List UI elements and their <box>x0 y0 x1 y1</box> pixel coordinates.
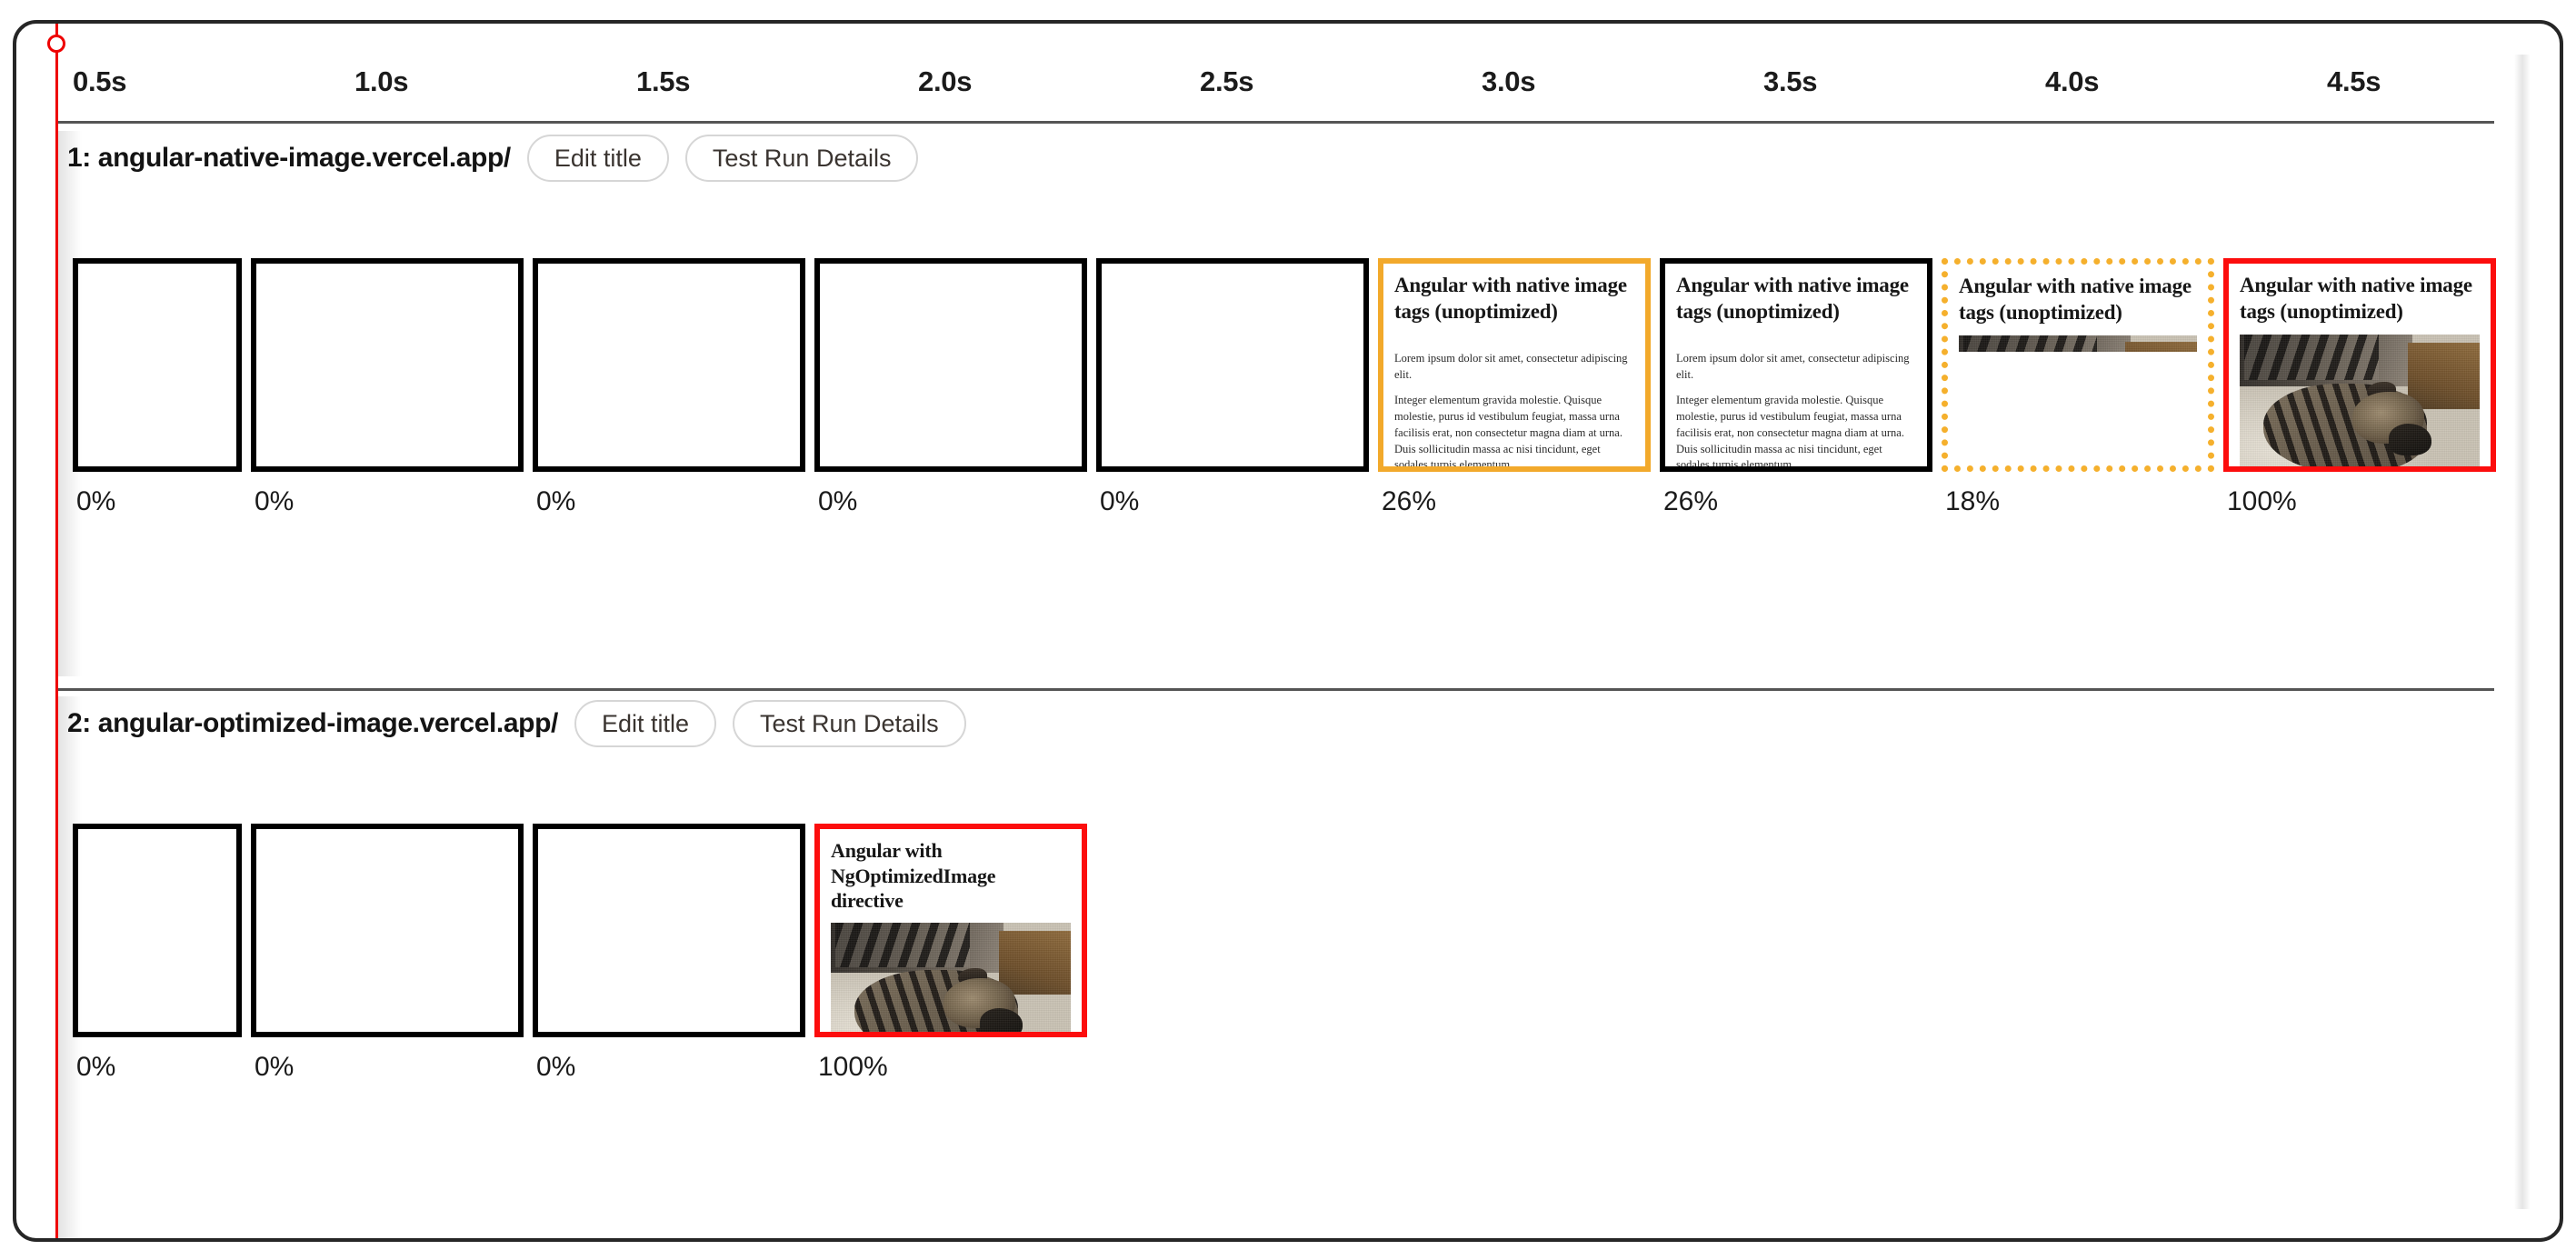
row-header: 2: angular-optimized-image.vercel.app/Ed… <box>58 696 966 751</box>
time-tick-label: 3.5s <box>1763 65 1818 97</box>
filmstrip-frame[interactable]: Angular with native image tags (unoptimi… <box>1660 258 1932 472</box>
shot-paragraph: Lorem ipsum dolor sit amet, consectetur … <box>1676 351 1910 381</box>
frame-progress-label: 18% <box>1945 486 2001 516</box>
time-tick-label: 4.5s <box>2327 65 2381 97</box>
frame-progress-label: 0% <box>536 486 576 516</box>
frame-screenshot[interactable]: Angular with native image tags (unoptimi… <box>1378 258 1651 472</box>
filmstrip-frame[interactable] <box>533 258 805 472</box>
frame-screenshot[interactable] <box>251 824 524 1037</box>
filmstrip-frame[interactable]: Angular with native image tags (unoptimi… <box>2223 258 2496 472</box>
shot-heading: Angular with native image tags (unoptimi… <box>1959 275 2192 324</box>
frame-progress-label: 0% <box>255 486 295 516</box>
playhead-line[interactable] <box>55 24 58 1238</box>
edit-title-button[interactable]: Edit title <box>526 135 669 182</box>
filmstrip-frame[interactable] <box>1096 258 1369 472</box>
cat-photo <box>831 923 1071 1032</box>
frame-screenshot[interactable] <box>251 258 524 472</box>
filmstrip-frame[interactable]: Angular with native image tags (unoptimi… <box>1942 258 2214 472</box>
shot-paragraph: Lorem ipsum dolor sit amet, consectetur … <box>1394 351 1628 381</box>
shot-content: Angular with NgOptimizedImage directiveL… <box>820 829 1082 1032</box>
frame-progress-label: 0% <box>536 1052 576 1082</box>
filmstrip-frame[interactable] <box>73 824 242 1037</box>
filmstrip-frame[interactable]: Angular with NgOptimizedImage directiveL… <box>814 824 1087 1037</box>
row-title: 1: angular-native-image.vercel.app/ <box>67 143 511 173</box>
time-tick-label: 2.5s <box>1200 65 1254 97</box>
frame-progress-label: 0% <box>818 486 858 516</box>
shot-heading: Angular with NgOptimizedImage directive <box>831 839 996 913</box>
frame-progress-label: 26% <box>1663 486 1719 516</box>
frame-progress-label: 0% <box>1100 486 1140 516</box>
time-tick-label: 1.5s <box>636 65 691 97</box>
frame-screenshot[interactable]: Angular with native image tags (unoptimi… <box>1660 258 1932 472</box>
edit-title-button[interactable]: Edit title <box>574 700 716 747</box>
time-tick-label: 4.0s <box>2045 65 2100 97</box>
shot-content: Angular with native image tags (unoptimi… <box>2229 264 2491 466</box>
filmstrip-card: 0.5s 1.0s 1.5s 2.0s 2.5s 3.0s 3.5s 4.0s 4.5s 1: … <box>13 20 2563 1242</box>
shot-paragraphs: Lorem ipsum dolor sit amet, consectetur … <box>1676 351 1916 472</box>
cat-photo <box>2240 334 2480 466</box>
frame-screenshot[interactable]: Angular with NgOptimizedImage directiveL… <box>814 824 1087 1037</box>
frame-screenshot[interactable] <box>814 258 1087 472</box>
row-title: 2: angular-optimized-image.vercel.app/ <box>67 708 558 738</box>
time-tick-label: 2.0s <box>918 65 973 97</box>
row-header: 1: angular-native-image.vercel.app/Edit … <box>58 131 919 185</box>
test-run-details-button[interactable]: Test Run Details <box>684 135 919 182</box>
filmstrip-frame[interactable]: Angular with native image tags (unoptimi… <box>1378 258 1651 472</box>
filmstrip-row: 2: angular-optimized-image.vercel.app/Ed… <box>16 696 2560 1238</box>
partial-image-strip <box>1959 335 2197 352</box>
row-separator <box>58 688 2494 691</box>
time-tick-label: 0.5s <box>73 65 127 97</box>
shot-heading: Angular with native image tags (unoptimi… <box>2240 274 2472 323</box>
frame-screenshot[interactable] <box>73 824 242 1037</box>
frame-screenshot[interactable] <box>533 824 805 1037</box>
shot-paragraph: Integer elementum gravida molestie. Quis… <box>1394 394 1622 472</box>
frame-progress-label: 100% <box>2227 486 2297 516</box>
shot-content: Angular with native image tags (unoptimi… <box>1948 265 2208 465</box>
filmstrip-frame[interactable] <box>251 824 524 1037</box>
frame-screenshot[interactable] <box>1096 258 1369 472</box>
filmstrip-row: 1: angular-native-image.vercel.app/Edit … <box>16 131 2560 695</box>
test-run-details-button[interactable]: Test Run Details <box>732 700 966 747</box>
playhead-knob[interactable] <box>47 35 65 53</box>
time-tick-label: 1.0s <box>354 65 409 97</box>
frame-screenshot[interactable] <box>533 258 805 472</box>
shot-heading: Angular with native image tags (unoptimi… <box>1394 274 1627 323</box>
frame-progress-label: 0% <box>255 1052 295 1082</box>
frame-progress-label: 26% <box>1382 486 1437 516</box>
frame-screenshot[interactable] <box>73 258 242 472</box>
time-ruler: 0.5s 1.0s 1.5s 2.0s 2.5s 3.0s 3.5s 4.0s 4.5s <box>16 24 2560 124</box>
shot-paragraphs: Lorem ipsum dolor sit amet, consectetur … <box>1394 351 1634 472</box>
shot-content: Angular with native image tags (unoptimi… <box>1665 264 1927 466</box>
filmstrip-frame[interactable] <box>251 258 524 472</box>
frame-progress-label: 0% <box>76 486 116 516</box>
filmstrip-frame[interactable] <box>533 824 805 1037</box>
frame-progress-label: 0% <box>76 1052 116 1082</box>
shot-heading: Angular with native image tags (unoptimi… <box>1676 274 1909 323</box>
filmstrip-frame[interactable] <box>814 258 1087 472</box>
filmstrip-frame[interactable] <box>73 258 242 472</box>
frame-progress-label: 100% <box>818 1052 888 1082</box>
shot-paragraph: Integer elementum gravida molestie. Quis… <box>1676 394 1904 472</box>
frame-screenshot[interactable]: Angular with native image tags (unoptimi… <box>2223 258 2496 472</box>
frame-screenshot[interactable]: Angular with native image tags (unoptimi… <box>1942 258 2214 472</box>
shot-content: Angular with native image tags (unoptimi… <box>1383 264 1645 466</box>
time-tick-label: 3.0s <box>1482 65 1536 97</box>
ruler-baseline <box>58 121 2494 124</box>
